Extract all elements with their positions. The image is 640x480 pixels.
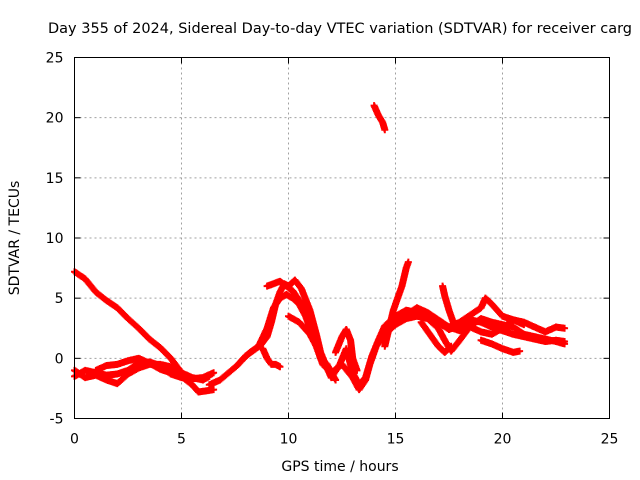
marker-trail [259, 345, 284, 371]
series-track-j [332, 325, 361, 374]
y-axis-label: SDTVAR / TECUs [7, 181, 23, 296]
series-track-o [413, 294, 569, 336]
plot-frame [74, 57, 610, 419]
series-track-d [92, 354, 218, 396]
series-track-l [370, 102, 389, 134]
x-tick-label: 0 [70, 432, 79, 448]
y-tick-label: -5 [50, 412, 64, 428]
marker-trail [237, 291, 569, 394]
data-points [71, 102, 569, 396]
series-track-n [417, 318, 455, 356]
series-track-f [237, 291, 569, 394]
grid [74, 57, 610, 419]
x-tick-label: 5 [177, 432, 186, 448]
series-track-p [439, 282, 457, 326]
series-track-k [381, 258, 412, 350]
x-tick-label: 20 [494, 432, 512, 448]
marker-trail [477, 336, 524, 356]
y-tick-label: 0 [55, 351, 64, 367]
x-tick-label: 25 [601, 432, 619, 448]
y-tick-label: 5 [55, 291, 64, 307]
x-tick-label: 10 [280, 432, 298, 448]
marker-trail [381, 258, 412, 350]
y-tick-label: 10 [46, 231, 64, 247]
series-track-g [263, 277, 314, 329]
x-axis-label: GPS time / hours [281, 459, 398, 475]
axis-ticks: 0 5 10 15 20 25 -5 0 5 10 15 20 25 [46, 51, 619, 448]
series-track-h [259, 345, 284, 371]
series-track-i [285, 312, 340, 384]
chart-title: Day 355 of 2024, Sidereal Day-to-day VTE… [48, 21, 632, 37]
series-track-q [477, 336, 524, 356]
y-tick-label: 20 [46, 111, 64, 127]
x-tick-label: 15 [387, 432, 405, 448]
y-tick-label: 25 [46, 51, 64, 67]
y-tick-label: 15 [46, 171, 64, 187]
